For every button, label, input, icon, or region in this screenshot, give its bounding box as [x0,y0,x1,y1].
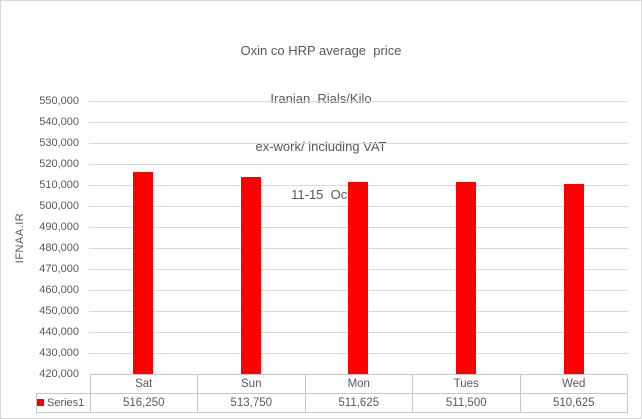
legend-cell: Series1 [36,393,91,413]
chart-title-line-1: Oxin co HRP average price [240,43,402,58]
gridline [89,143,628,144]
bar-tues [456,181,477,374]
y-axis-tick-label: 480,000 [39,241,79,254]
y-axis-tick-label: 530,000 [39,136,79,149]
bar-slot-sat [89,101,197,374]
table-value-sun: 513,750 [197,393,306,413]
chart-title: Oxin co HRP average price Iranian Rials/… [1,11,641,235]
y-axis-tick-label: 470,000 [39,262,79,275]
y-axis-tick-label: 430,000 [39,346,79,359]
y-axis-tick-label: 520,000 [39,157,79,170]
bars [89,101,628,374]
bar-slot-sun [197,101,305,374]
y-axis-tick-label: 540,000 [39,115,79,128]
gridline [89,122,628,123]
chart-title-line-4: 11-15 Oct [291,187,351,202]
y-axis-tick-label: 490,000 [39,220,79,233]
table-category-sat: Sat [89,374,198,394]
table-value-sat: 516,250 [89,393,198,413]
table-value-tues: 511,500 [412,393,521,413]
series-color-swatch-icon [37,398,44,406]
table-value-wed: 510,625 [519,393,628,413]
y-axis-tick-label: 460,000 [39,283,79,296]
bar-slot-tues [412,101,520,374]
y-axis-tick-label: 510,000 [39,178,79,191]
y-axis-tick-label: 500,000 [39,199,79,212]
bar-mon [348,181,369,374]
gridline [89,101,628,102]
chart-title-line-3: ex-work/ including VAT [255,139,387,154]
chart-title-line-2: Iranian Rials/Kilo [270,91,372,106]
bar-sun [240,177,261,374]
bar-slot-wed [520,101,628,374]
table-value-row: Series1 516,250 513,750 511,625 511,500 510,… [36,393,628,413]
table-value-mon: 511,625 [304,393,413,413]
y-axis-labels: 550,000 540,000 530,000 520,000 510,000 500,0… [1,95,79,380]
table-corner-cell [37,375,91,394]
y-axis-tick-label: 550,000 [39,94,79,107]
y-axis-tick-label: 450,000 [39,304,79,317]
y-axis-tick-label: 420,000 [39,367,79,380]
data-table: Sat Sun Mon Tues Wed Series1 516,250 513,750 5… [36,374,628,413]
bar-slot-mon [305,101,413,374]
table-category-wed: Wed [519,374,628,394]
table-category-mon: Mon [304,374,413,394]
bar-sat [132,171,153,374]
bar-wed [564,183,585,374]
gridline [89,164,628,165]
legend-label: Series1 [47,397,85,409]
table-category-tues: Tues [412,374,521,394]
y-axis-tick-label: 440,000 [39,325,79,338]
table-header-row: Sat Sun Mon Tues Wed [37,374,628,394]
table-category-sun: Sun [197,374,306,394]
plot-area [89,101,628,374]
